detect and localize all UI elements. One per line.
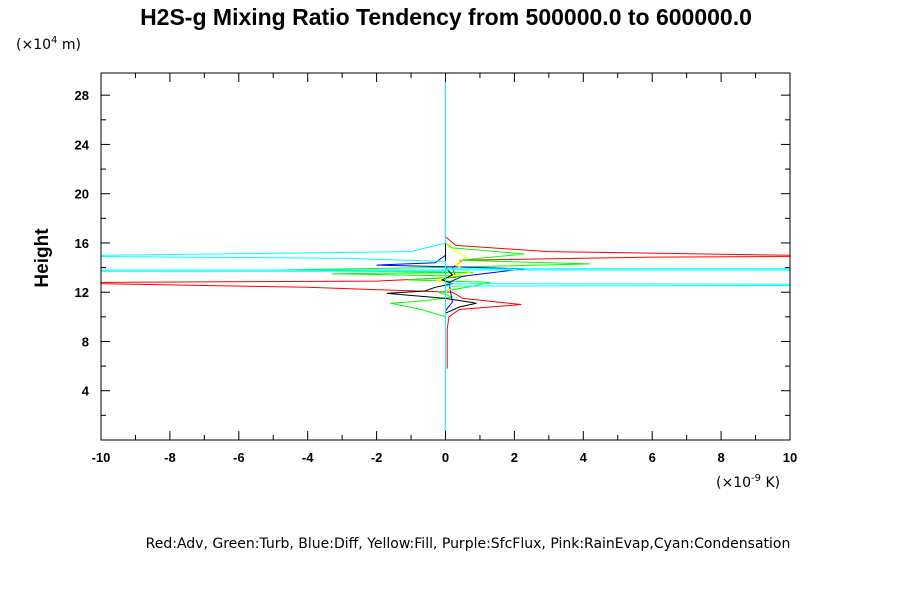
legend: Red:Adv, Green:Turb, Blue:Diff, Yellow:F… xyxy=(146,536,791,552)
series-line-5 xyxy=(101,73,790,440)
y-tick-label: 28 xyxy=(75,88,89,103)
y-tick-label: 12 xyxy=(75,285,89,300)
y-tick-label: 20 xyxy=(75,187,89,202)
series-layer xyxy=(101,73,790,440)
x-tick-label: 6 xyxy=(649,450,656,465)
y-tick-label: 8 xyxy=(82,334,89,349)
series-line-0 xyxy=(101,236,790,369)
y-tick-label: 24 xyxy=(75,137,90,152)
x-tick-label: -8 xyxy=(164,450,176,465)
series-line-3 xyxy=(435,242,472,440)
x-tick-label: 4 xyxy=(580,450,588,465)
x-tick-label: -2 xyxy=(371,450,383,465)
x-tick-label: 2 xyxy=(511,450,518,465)
series-line-1 xyxy=(276,242,591,440)
x-tick-label: -4 xyxy=(302,450,314,465)
chart-title: H2S-g Mixing Ratio Tendency from 500000.… xyxy=(140,4,752,30)
y-axis-label: Height xyxy=(32,228,53,288)
x-tick-label: 0 xyxy=(442,450,449,465)
x-tick-label: -6 xyxy=(233,450,245,465)
y-unit-label: (×104 m) xyxy=(16,35,81,53)
x-tick-label: -10 xyxy=(92,450,111,465)
series-line-4 xyxy=(386,243,477,440)
y-tick-label: 16 xyxy=(75,236,89,251)
x-tick-label: 8 xyxy=(717,450,724,465)
y-tick-label: 4 xyxy=(82,384,90,399)
plot-area xyxy=(100,72,791,441)
x-tick-label: 10 xyxy=(783,450,797,465)
x-unit-label: (×10-9 K) xyxy=(716,473,780,491)
